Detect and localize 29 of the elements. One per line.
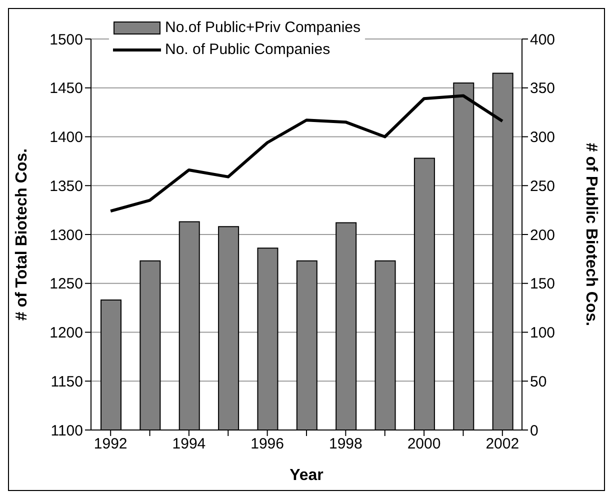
y2-tick-label: 100	[530, 324, 556, 342]
x-tick-label: 1996	[250, 436, 284, 453]
y-tick-label: 1400	[50, 129, 83, 146]
y2-tick-label: 250	[530, 178, 556, 195]
y2-tick-label: 50	[530, 373, 547, 390]
y2-tick-label: 300	[530, 129, 556, 146]
x-tick-label: 1992	[94, 436, 128, 453]
y-tick-label: 1350	[50, 178, 83, 195]
y2-tick-label: 200	[530, 226, 556, 244]
x-axis-title: Year	[290, 467, 324, 484]
y-tick-label: 1150	[50, 373, 83, 390]
legend-label: No.of Public+Priv Companies	[165, 18, 361, 38]
y-tick-label: 1450	[50, 80, 83, 98]
y2-tick-label: 400	[530, 31, 556, 48]
y-tick-label: 1300	[50, 226, 83, 244]
y2-tick-label: 150	[530, 276, 556, 293]
y-axis-title: # of Total Biotech Cos.	[14, 148, 31, 321]
y-tick-label: 1250	[50, 276, 83, 293]
x-tick-label: 1994	[172, 436, 206, 453]
y-tick-label: 1500	[50, 31, 83, 48]
y2-axis-title: # of Public Biotech Cos.	[582, 142, 600, 326]
x-tick-label: 1998	[328, 436, 362, 453]
y2-tick-label: 0	[530, 422, 538, 440]
y2-tick-label: 350	[530, 80, 556, 98]
y-tick-label: 1100	[50, 422, 83, 440]
legend-label: No. of Public Companies	[165, 40, 330, 60]
x-tick-label: 2000	[407, 436, 441, 453]
y-tick-label: 1200	[50, 324, 83, 342]
x-tick-label: 2002	[486, 436, 520, 453]
